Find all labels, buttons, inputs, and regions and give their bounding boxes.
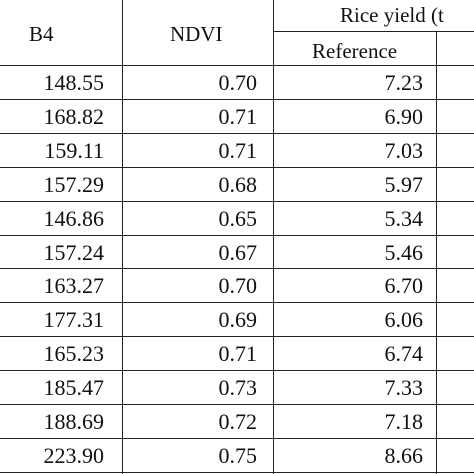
row-divider (0, 133, 474, 134)
cell-b4: 185.47 (43, 375, 105, 400)
header-rice-yield: Rice yield (t (340, 3, 444, 27)
cell-b4: 188.69 (43, 409, 105, 434)
cell-reference: 5.34 (384, 206, 424, 231)
row-divider (0, 302, 474, 303)
cell-b4: 148.55 (43, 70, 105, 95)
cell-b4: 165.23 (43, 341, 105, 366)
row-divider (0, 438, 474, 439)
cell-ndvi: 0.71 (218, 138, 258, 163)
cell-ndvi: 0.65 (218, 206, 258, 231)
cell-reference: 6.70 (384, 273, 424, 298)
header-rule (0, 65, 474, 66)
cell-reference: 7.23 (384, 70, 424, 95)
cell-reference: 5.46 (384, 240, 424, 265)
column-divider-1 (122, 0, 123, 474)
cell-ndvi: 0.68 (218, 172, 258, 197)
header-subdivider (273, 31, 474, 32)
cell-reference: 7.33 (384, 375, 424, 400)
header-reference: Reference (312, 39, 398, 63)
cell-ndvi: 0.71 (218, 104, 258, 129)
cell-reference: 5.97 (384, 172, 424, 197)
row-divider (0, 201, 474, 202)
cell-b4: 168.82 (43, 104, 105, 129)
header-b4: B4 (29, 22, 54, 46)
column-divider-2 (273, 0, 274, 474)
cell-ndvi: 0.67 (218, 240, 258, 265)
header-ndvi: NDVI (170, 22, 223, 46)
cell-b4: 157.24 (43, 240, 105, 265)
cell-ndvi: 0.73 (218, 375, 258, 400)
row-divider (0, 472, 474, 473)
cell-b4: 157.29 (43, 172, 105, 197)
cell-b4: 177.31 (43, 307, 105, 332)
cell-ndvi: 0.70 (218, 273, 258, 298)
row-divider (0, 235, 474, 236)
row-divider (0, 99, 474, 100)
cell-reference: 8.66 (384, 443, 424, 468)
cell-b4: 146.86 (43, 206, 105, 231)
row-divider (0, 268, 474, 269)
column-divider-3 (436, 31, 437, 474)
cell-ndvi: 0.69 (218, 307, 258, 332)
cell-reference: 7.03 (384, 138, 424, 163)
cell-ndvi: 0.70 (218, 70, 258, 95)
row-divider (0, 336, 474, 337)
cell-reference: 7.18 (384, 409, 424, 434)
cell-b4: 159.11 (44, 138, 104, 163)
cell-ndvi: 0.72 (218, 409, 258, 434)
cell-b4: 163.27 (43, 273, 105, 298)
cell-ndvi: 0.75 (218, 443, 258, 468)
row-divider (0, 404, 474, 405)
cell-reference: 6.06 (384, 307, 424, 332)
cell-reference: 6.90 (384, 104, 424, 129)
row-divider (0, 167, 474, 168)
row-divider (0, 370, 474, 371)
cell-b4: 223.90 (43, 443, 105, 468)
cell-ndvi: 0.71 (218, 341, 258, 366)
cell-reference: 6.74 (384, 341, 424, 366)
